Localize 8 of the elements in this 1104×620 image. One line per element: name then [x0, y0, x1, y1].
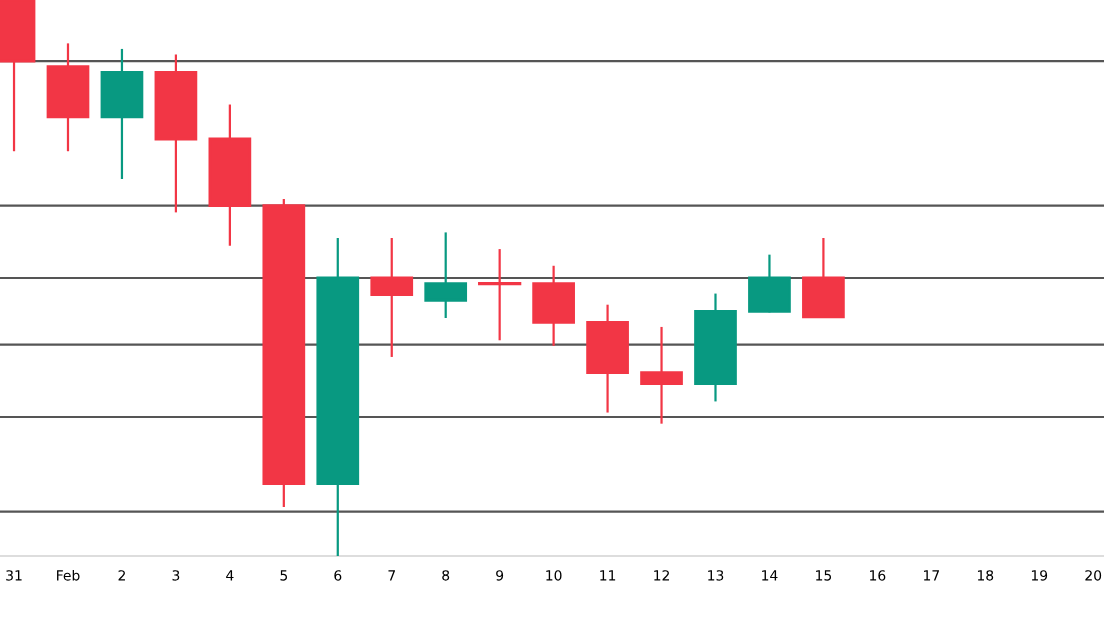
candlestick	[802, 237, 845, 319]
candlestick	[532, 265, 575, 346]
candlestick	[640, 326, 683, 424]
candlestick	[370, 237, 414, 357]
candlestick	[478, 249, 522, 341]
candlestick	[424, 232, 468, 319]
candlestick	[748, 254, 791, 313]
candlestick	[100, 48, 144, 180]
